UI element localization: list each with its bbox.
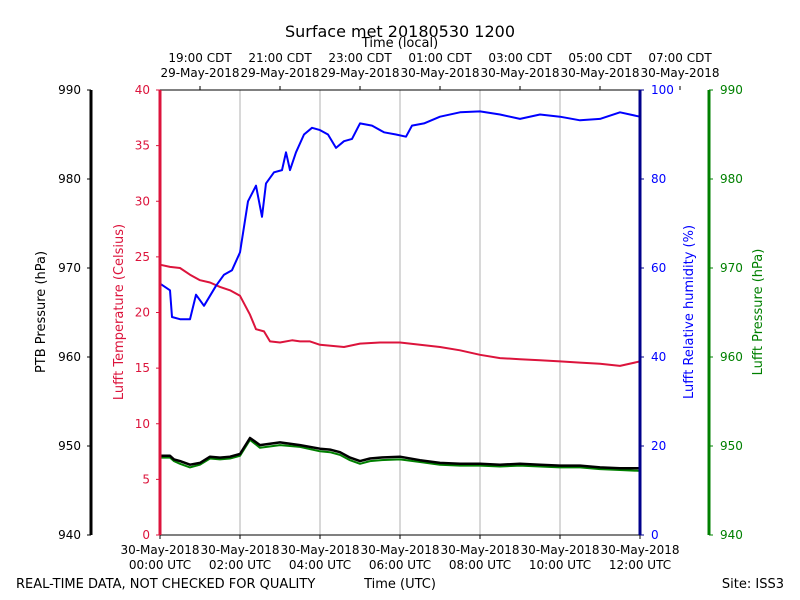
x-tick-label-time: 04:00 UTC xyxy=(289,558,351,572)
x-tick-label-date: 30-May-2018 xyxy=(200,543,279,557)
temperature-axis-title: Lufft Temperature (Celsius) xyxy=(112,224,127,400)
temperature-tick-label: 20 xyxy=(135,306,150,320)
lufft-pressure-tick-label: 940 xyxy=(720,528,743,542)
humidity-tick-label: 100 xyxy=(651,83,674,97)
x-tick-label-time: 10:00 UTC xyxy=(529,558,591,572)
chart-title: Surface met 20180530 1200 xyxy=(285,22,515,41)
x-tick-label-date: 30-May-2018 xyxy=(440,543,519,557)
x-tick-label-date: 30-May-2018 xyxy=(360,543,439,557)
lufft-pressure-tick-label: 960 xyxy=(720,350,743,364)
series-line-ptb-pressure xyxy=(158,436,642,470)
temperature-tick-label: 15 xyxy=(135,361,150,375)
x-tick-label-time: 12:00 UTC xyxy=(609,558,671,572)
top-tick-label-time: 07:00 CDT xyxy=(648,51,712,65)
site-label: Site: ISS3 xyxy=(722,577,784,592)
ptb-pressure-tick-label: 940 xyxy=(58,528,81,542)
humidity-axis-title: Lufft Relative humidity (%) xyxy=(682,225,697,399)
grid-lines xyxy=(239,90,561,535)
top-tick-label-date: 29-May-2018 xyxy=(240,66,319,80)
top-tick-label-date: 30-May-2018 xyxy=(640,66,719,80)
humidity-tick-label: 0 xyxy=(651,528,659,542)
quality-disclaimer: REAL-TIME DATA, NOT CHECKED FOR QUALITY xyxy=(16,577,315,592)
series-layer xyxy=(158,110,642,472)
lufft-pressure-tick-label: 950 xyxy=(720,439,743,453)
x-tick-label-date: 30-May-2018 xyxy=(600,543,679,557)
top-tick-label-date: 30-May-2018 xyxy=(480,66,559,80)
top-tick-label-time: 21:00 CDT xyxy=(248,51,312,65)
x-tick-label-date: 30-May-2018 xyxy=(520,543,599,557)
lufft-pressure-axis-title: Lufft Pressure (hPa) xyxy=(751,249,766,376)
top-tick-label-time: 19:00 CDT xyxy=(168,51,232,65)
x-tick-label-date: 30-May-2018 xyxy=(280,543,359,557)
x-tick-label-time: 02:00 UTC xyxy=(209,558,271,572)
x-tick-label-time: 08:00 UTC xyxy=(449,558,511,572)
x-tick-label-date: 30-May-2018 xyxy=(120,543,199,557)
ptb-pressure-tick-label: 960 xyxy=(58,350,81,364)
top-tick-label-date: 30-May-2018 xyxy=(400,66,479,80)
lufft-pressure-tick-label: 970 xyxy=(720,261,743,275)
ptb-pressure-tick-label: 950 xyxy=(58,439,81,453)
temperature-tick-label: 10 xyxy=(135,417,150,431)
ptb-pressure-axis-title: PTB Pressure (hPa) xyxy=(34,251,49,373)
top-tick-label-time: 23:00 CDT xyxy=(328,51,392,65)
temperature-tick-label: 35 xyxy=(135,139,150,153)
temperature-tick-label: 25 xyxy=(135,250,150,264)
top-tick-label-date: 30-May-2018 xyxy=(560,66,639,80)
series-line-lufft-pressure xyxy=(159,438,641,472)
x-tick-label-time: 00:00 UTC xyxy=(129,558,191,572)
lufft-pressure-tick-label: 980 xyxy=(720,172,743,186)
top-tick-label-date: 29-May-2018 xyxy=(320,66,399,80)
ptb-pressure-tick-label: 980 xyxy=(58,172,81,186)
lufft-pressure-tick-label: 990 xyxy=(720,83,743,97)
humidity-tick-label: 20 xyxy=(651,439,666,453)
top-tick-label-time: 01:00 CDT xyxy=(408,51,472,65)
top-tick-label-date: 29-May-2018 xyxy=(160,66,239,80)
top-tick-label-time: 05:00 CDT xyxy=(568,51,632,65)
series-line-lufft-relative-humidity xyxy=(159,110,641,321)
bottom-axis-label: Time (UTC) xyxy=(363,577,436,592)
temperature-tick-label: 30 xyxy=(135,194,150,208)
humidity-tick-label: 60 xyxy=(651,261,666,275)
temperature-tick-label: 5 xyxy=(142,472,150,486)
temperature-tick-label: 0 xyxy=(142,528,150,542)
top-tick-label-time: 03:00 CDT xyxy=(488,51,552,65)
top-axis-label: Time (local) xyxy=(361,36,438,51)
ptb-pressure-tick-label: 990 xyxy=(58,83,81,97)
x-tick-label-time: 06:00 UTC xyxy=(369,558,431,572)
humidity-tick-label: 80 xyxy=(651,172,666,186)
humidity-tick-label: 40 xyxy=(651,350,666,364)
temperature-tick-label: 40 xyxy=(135,83,150,97)
ptb-pressure-tick-label: 970 xyxy=(58,261,81,275)
